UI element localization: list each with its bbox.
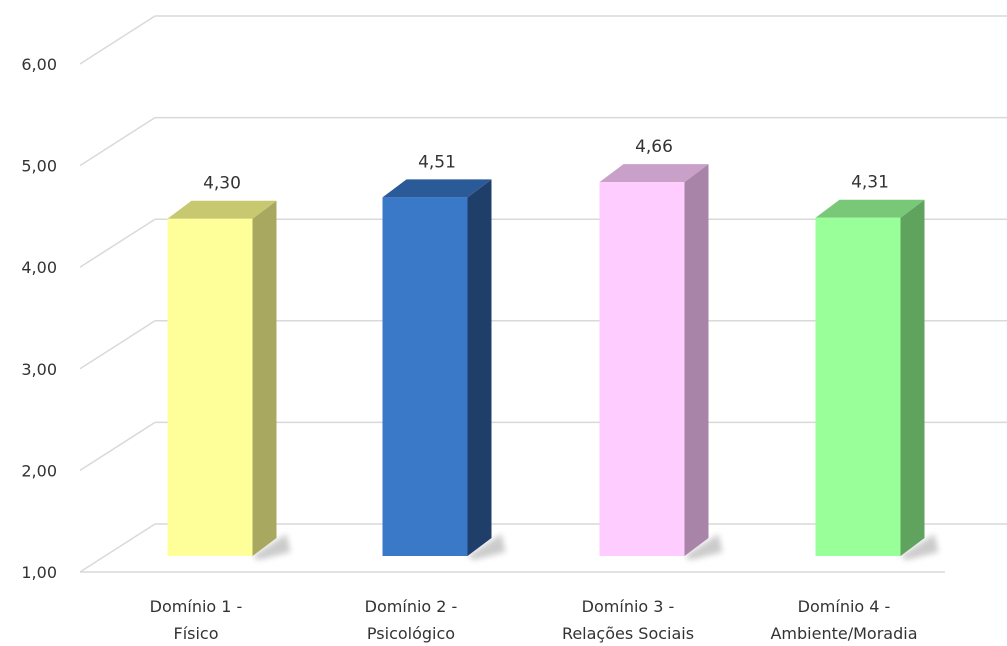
x-axis: Domínio 1 - Físico Domínio 2 - Psicológico D…: [150, 597, 918, 643]
bar-shadow: [252, 534, 291, 560]
bar-top: [167, 200, 277, 219]
bar-top: [382, 179, 492, 198]
data-label: 4,31: [851, 173, 889, 193]
x-tick-label: Domínio 1 -: [150, 597, 243, 616]
x-tick-label: Físico: [173, 624, 218, 643]
bar-side: [252, 200, 277, 556]
x-tick-label: Domínio 4 -: [798, 597, 891, 616]
x-tick-label: Ambiente/Moradia: [770, 624, 917, 643]
bars: [167, 164, 939, 560]
data-label: 4,51: [418, 152, 456, 172]
grid-diagonal: [79, 421, 156, 472]
x-tick-label: Domínio 3 -: [582, 597, 675, 616]
bar-2: [382, 179, 506, 560]
bar-top: [599, 164, 709, 183]
y-tick-label: 1,00: [21, 563, 57, 582]
bar-shadow: [684, 534, 723, 560]
y-axis: 1,00 2,00 3,00 4,00 5,00 6,00: [21, 55, 57, 582]
y-tick-label: 5,00: [21, 157, 57, 176]
grid-diagonal: [79, 15, 156, 65]
bar-shadow: [467, 534, 506, 560]
bar-side: [684, 164, 709, 557]
y-tick-label: 3,00: [21, 360, 57, 379]
y-tick-label: 2,00: [21, 461, 57, 480]
grid-diagonal: [79, 218, 156, 268]
bar-1: [167, 200, 291, 560]
grid-layer: [79, 15, 1007, 573]
bar-front: [599, 182, 685, 557]
data-labels: 4,30 4,51 4,66 4,31: [203, 137, 889, 194]
x-tick-label: Psicológico: [367, 624, 455, 643]
grid-diagonal: [79, 320, 156, 370]
y-tick-label: 6,00: [21, 55, 57, 74]
bar-top: [815, 199, 925, 218]
bar-front: [167, 218, 253, 556]
y-tick-label: 4,00: [21, 258, 57, 277]
bar-shadow: [900, 534, 939, 560]
data-label: 4,66: [635, 137, 673, 157]
bar-side: [900, 199, 925, 557]
bar-side: [467, 179, 492, 556]
grid-diagonal: [79, 116, 156, 167]
data-label: 4,30: [203, 174, 241, 194]
grid-diagonal: [79, 523, 156, 573]
bar-4: [815, 199, 939, 560]
bar-3: [599, 164, 723, 560]
bar-front: [382, 197, 468, 556]
bar-front: [815, 217, 901, 557]
x-tick-label: Relações Sociais: [562, 624, 694, 643]
x-tick-label: Domínio 2 -: [365, 597, 458, 616]
